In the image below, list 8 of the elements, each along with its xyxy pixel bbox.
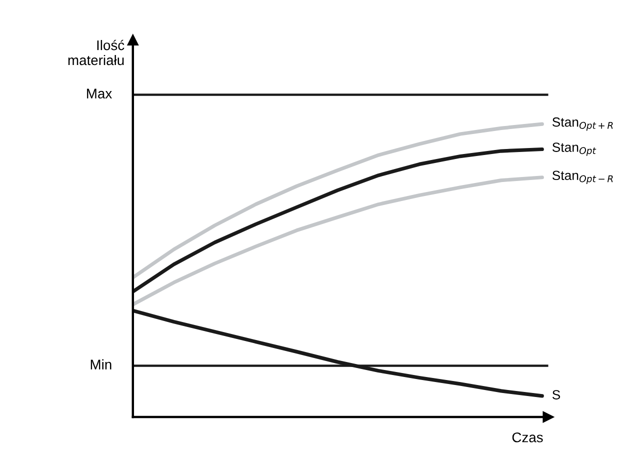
series-label: Stan$_{Opt+R}$ [552,117,613,131]
ref-line-label: Max [87,88,112,98]
y-axis-title: Ilość materiału [68,40,124,66]
series-label: Stan$_{Opt}$ [552,142,596,156]
series-label: S [552,390,560,400]
series-label: Stan$_{Opt−R}$ [552,170,613,184]
x-axis-title: Czas [512,432,543,442]
ref-line-label: Min [90,359,112,370]
